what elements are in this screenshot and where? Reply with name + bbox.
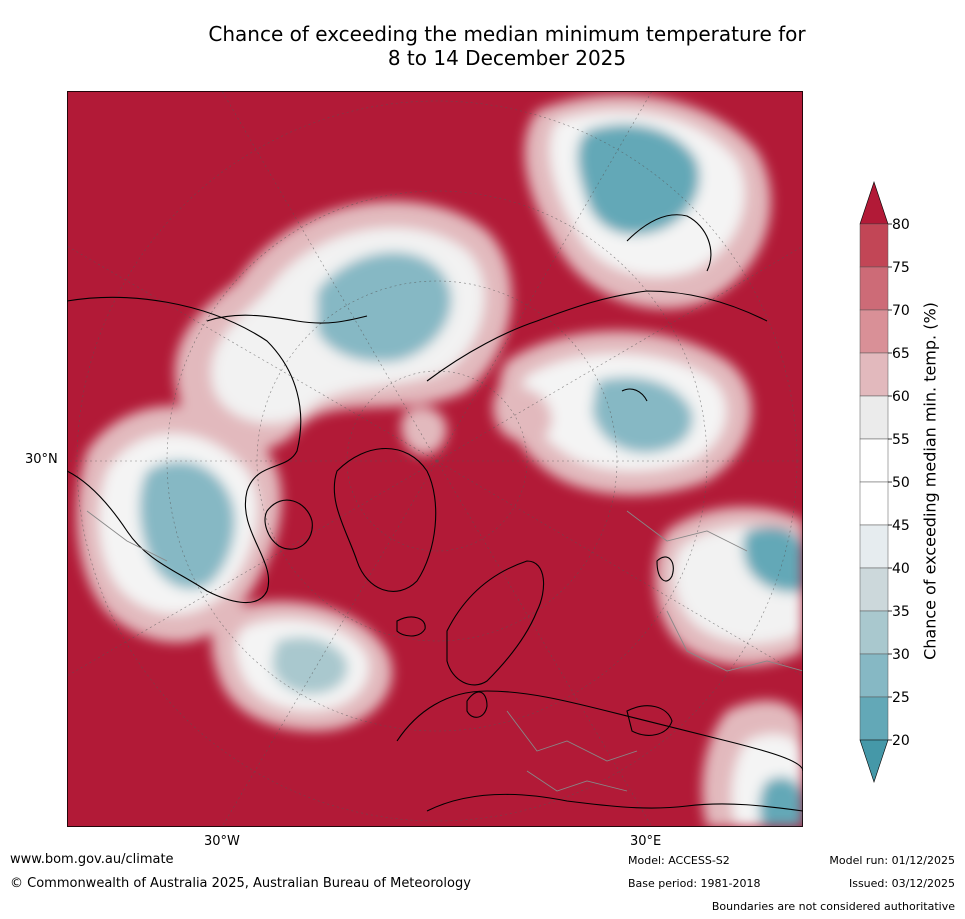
- colorbar-bands: [859, 181, 889, 783]
- footer-issued: Issued: 03/12/2025: [848, 877, 955, 890]
- siberia-coast: [426, 290, 768, 382]
- colorbar-tick-label: 80: [892, 217, 910, 233]
- mediterranean-coast: [426, 793, 803, 812]
- colorbar-band: [859, 309, 889, 354]
- contour-fields: [77, 94, 803, 827]
- europe-coast: [396, 690, 803, 772]
- siberia-patch: [493, 387, 553, 443]
- scandinavia-coast: [446, 560, 545, 686]
- colorbar-band: [859, 266, 889, 311]
- lake-baikal: [621, 388, 648, 402]
- colorbar-tick-label: 55: [892, 432, 910, 448]
- asia-blue: [577, 124, 700, 235]
- map-title: Chance of exceeding the median minimum t…: [67, 22, 947, 70]
- kamchatka-coast: [626, 214, 712, 272]
- caspian-coast: [656, 556, 674, 582]
- colorbar-tick-label: 25: [892, 690, 910, 706]
- colorbar-tick-label: 50: [892, 475, 910, 491]
- colorbar-band: [859, 481, 889, 526]
- footer-model: Model: ACCESS-S2: [628, 854, 730, 867]
- lon-label-30e: 30°E: [630, 834, 662, 849]
- colorbar-band: [859, 653, 889, 698]
- colorbar-band: [859, 696, 889, 741]
- lon-label-30w: 30°W: [204, 834, 240, 849]
- colorbar-tick-label: 40: [892, 561, 910, 577]
- title-line-1: Chance of exceeding the median minimum t…: [208, 22, 806, 46]
- colorbar-tick-label: 35: [892, 604, 910, 620]
- footer-model-run: Model run: 01/12/2025: [829, 854, 955, 867]
- colorbar-band: [859, 438, 889, 483]
- na-blue: [139, 461, 236, 590]
- colorbar-tick-label: 20: [892, 733, 910, 749]
- country-borders: [86, 510, 803, 792]
- colorbar-ticks: 80 75 70 65 60 55 50 45 40 35 30 25 20: [888, 217, 910, 749]
- probability-map: [67, 91, 803, 827]
- iceland-coast: [396, 616, 426, 637]
- east-blue: [743, 527, 803, 593]
- hudson-bay-coast: [264, 499, 313, 550]
- colorbar-tick-label: 60: [892, 389, 910, 405]
- colorbar-band: [859, 524, 889, 569]
- graticule: [67, 91, 803, 827]
- southeast-blue: [759, 777, 803, 827]
- colorbar-band: [859, 352, 889, 397]
- colorbar-band: [859, 223, 889, 268]
- colorbar-band: [859, 610, 889, 655]
- footer-copyright: © Commonwealth of Australia 2025, Austra…: [10, 876, 471, 891]
- arctic-patch: [400, 407, 447, 455]
- colorbar: 80 75 70 65 60 55 50 45 40 35 30 25 20: [859, 181, 910, 783]
- uk-coast: [466, 691, 488, 718]
- black-sea-coast: [626, 705, 673, 736]
- lat-label-30n: 30°N: [25, 452, 58, 467]
- colorbar-tick-label: 45: [892, 518, 910, 534]
- colorbar-over-arrow: [859, 181, 889, 225]
- colorbar-tick-label: 65: [892, 346, 910, 362]
- footer-base-period: Base period: 1981-2018: [628, 877, 761, 890]
- greenland-coast: [333, 448, 437, 592]
- colorbar-tick-label: 30: [892, 647, 910, 663]
- colorbar-band: [859, 567, 889, 612]
- colorbar-band: [859, 395, 889, 440]
- title-line-2: 8 to 14 December 2025: [387, 46, 627, 70]
- colorbar-title-text: Chance of exceeding median min. temp. (%…: [920, 302, 940, 660]
- arctic-blue-1: [317, 252, 452, 362]
- footer-disclaimer: Boundaries are not considered authoritat…: [711, 900, 955, 913]
- footer-website[interactable]: www.bom.gov.au/climate: [10, 852, 174, 867]
- colorbar-tick-label: 75: [892, 260, 910, 276]
- pacific-blue: [272, 637, 348, 695]
- casia-blue: [592, 377, 693, 453]
- colorbar-tick-label: 70: [892, 303, 910, 319]
- colorbar-under-arrow: [859, 739, 889, 783]
- alaska-coast: [206, 314, 368, 324]
